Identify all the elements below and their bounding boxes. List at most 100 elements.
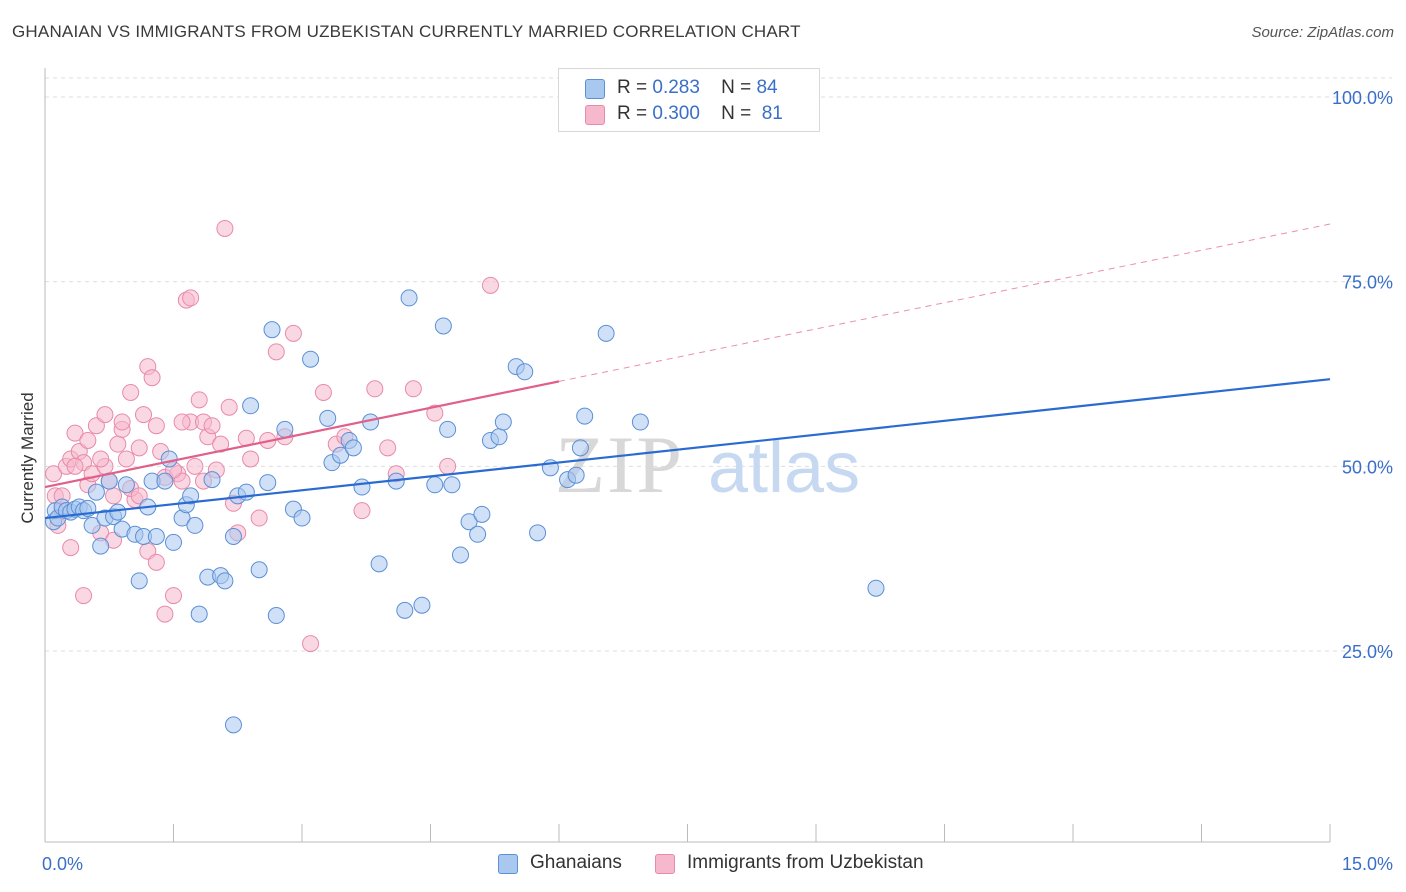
chart-source: Source: ZipAtlas.com [1251,24,1394,41]
data-point-ghanaians [439,420,457,438]
series-ghanaians-points [45,289,885,734]
data-point-ghanaians [571,439,589,457]
trend-line-uzbekistan [44,380,560,489]
legend-r-label: R = [617,77,648,98]
legend-n-label: N = [721,103,752,124]
legend-swatch-blue [585,79,605,99]
data-point-uzbekistan [353,502,371,520]
y-tick-label: 50.0% [1342,457,1393,477]
data-point-ghanaians [443,476,461,494]
data-point-ghanaians [332,446,350,464]
data-point-uzbekistan [147,553,165,571]
bottom-legend-label: Immigrants from Uzbekistan [687,852,924,873]
data-point-uzbekistan [156,605,174,623]
data-point-ghanaians [434,317,452,335]
watermark: ZIP atlas [555,419,860,510]
data-point-ghanaians [190,605,208,623]
axes [44,68,1331,843]
data-point-uzbekistan [122,383,140,401]
data-point-uzbekistan [143,369,161,387]
bottom-legend-swatch-blue [498,854,518,874]
y-tick-label: 100.0% [1332,88,1393,108]
trend-line-uzbekistan-extension [558,223,1331,382]
data-point-uzbekistan [75,587,93,605]
data-point-uzbekistan [186,457,204,475]
x-tick-label: 0.0% [42,854,83,874]
legend-r-label: R = [617,103,648,124]
series-uzbekistan-points [45,219,499,653]
data-point-ghanaians [494,413,512,431]
data-point-ghanaians [83,516,101,534]
data-point-uzbekistan [212,435,230,453]
data-point-ghanaians [160,450,178,468]
legend-r-value: 0.300 [652,103,700,124]
data-point-ghanaians [224,528,242,546]
data-point-ghanaians [263,321,281,339]
data-point-uzbekistan [66,457,84,475]
trend-lines [44,223,1331,520]
data-point-ghanaians [426,476,444,494]
data-point-ghanaians [87,483,105,501]
data-point-uzbekistan [135,406,153,424]
data-point-ghanaians [567,466,585,484]
data-point-ghanaians [396,601,414,619]
data-point-ghanaians [186,516,204,534]
data-point-uzbekistan [302,635,320,653]
data-point-ghanaians [203,471,221,489]
watermark-zip: ZIP [555,419,684,510]
bottom-legend-swatch-pink [655,854,675,874]
data-point-uzbekistan [182,289,200,307]
legend-n-value: 84 [756,77,778,98]
data-point-uzbekistan [203,417,221,435]
data-point-ghanaians [867,579,885,597]
watermark-atlas: atlas [708,428,860,508]
legend-r-value: 0.283 [652,77,700,98]
data-point-uzbekistan [130,439,148,457]
stats-legend: R = 0.283 N = 84 R = 0.300 N = 81 [558,68,820,132]
data-point-ghanaians [109,503,127,521]
x-tick-label: 15.0% [1342,854,1393,874]
data-point-ghanaians [451,546,469,564]
data-point-uzbekistan [45,465,63,483]
data-point-uzbekistan [284,324,302,342]
data-point-uzbekistan [216,219,234,237]
data-point-uzbekistan [250,509,268,527]
data-point-uzbekistan [426,404,444,422]
data-point-ghanaians [597,324,615,342]
chart-title: GHANAIAN VS IMMIGRANTS FROM UZBEKISTAN C… [12,22,801,41]
y-axis-label: Currently Married [18,392,37,523]
data-point-ghanaians [490,428,508,446]
data-point-ghanaians [293,509,311,527]
data-point-ghanaians [250,561,268,579]
data-point-uzbekistan [66,424,84,442]
data-point-ghanaians [576,407,594,425]
data-point-ghanaians [473,505,491,523]
y-tick-label: 75.0% [1342,273,1393,293]
data-point-ghanaians [529,524,547,542]
data-point-uzbekistan [62,539,80,557]
grid-lines [45,77,1392,652]
data-point-ghanaians [224,716,242,734]
data-point-ghanaians [182,487,200,505]
data-point-uzbekistan [481,276,499,294]
trend-line-ghanaians [44,378,1331,520]
data-point-ghanaians [130,572,148,590]
data-point-uzbekistan [92,450,110,468]
data-point-ghanaians [469,525,487,543]
data-point-uzbekistan [113,413,131,431]
data-point-ghanaians [156,472,174,490]
data-point-ghanaians [460,513,478,531]
bottom-legend-label: Ghanaians [530,852,622,873]
data-point-uzbekistan [439,457,457,475]
data-point-uzbekistan [173,413,191,431]
data-point-ghanaians [353,478,371,496]
y-tick-label: 25.0% [1342,642,1393,662]
data-point-ghanaians [92,537,110,555]
data-point-uzbekistan [117,450,135,468]
legend-n-value: 81 [761,103,783,124]
data-point-ghanaians [516,363,534,381]
data-point-uzbekistan [165,587,182,605]
data-point-ghanaians [259,474,277,492]
data-point-ghanaians [165,533,182,551]
